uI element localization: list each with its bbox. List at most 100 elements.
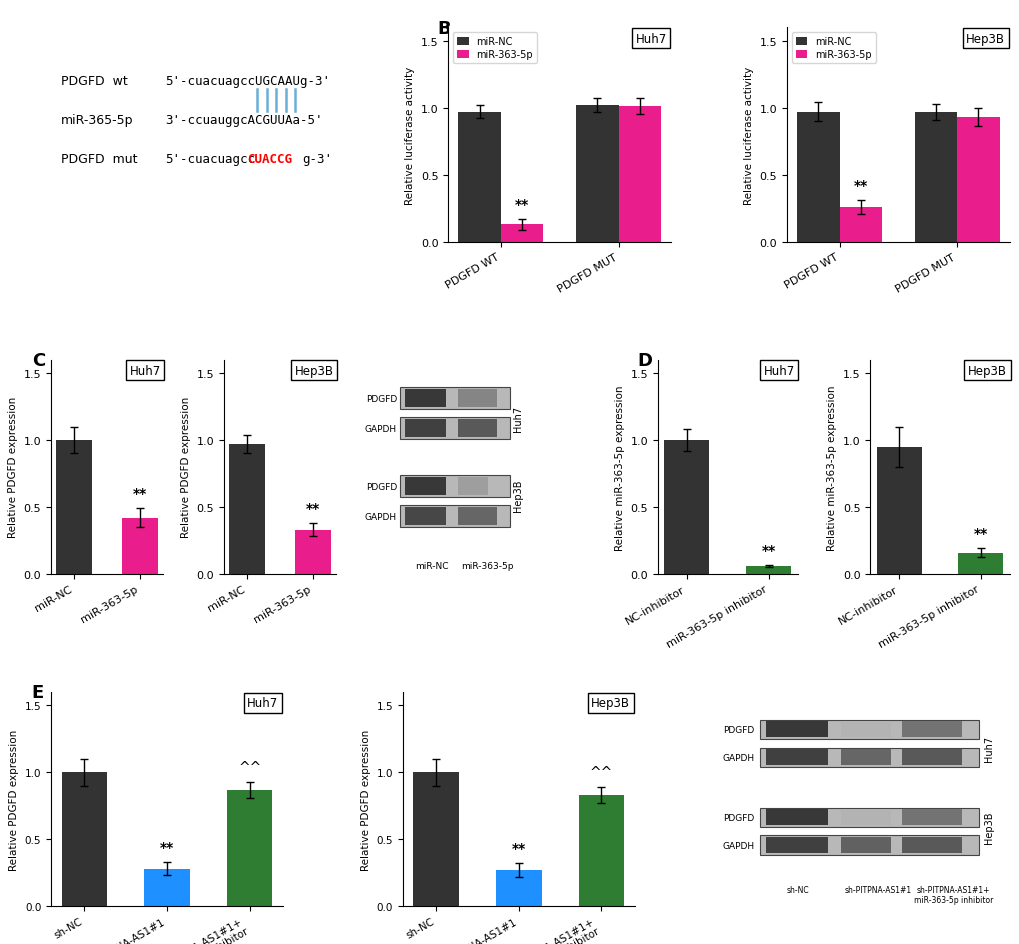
Bar [746, 566, 791, 574]
Y-axis label: Relative luciferase activity: Relative luciferase activity [405, 66, 415, 205]
Text: PDGFD: PDGFD [722, 813, 754, 822]
Text: ^^: ^^ [237, 760, 261, 774]
Text: **: ** [306, 501, 320, 515]
Text: Hep3B: Hep3B [294, 364, 333, 378]
FancyBboxPatch shape [902, 809, 961, 825]
Y-axis label: Relative PDGFD expression: Relative PDGFD expression [8, 396, 18, 538]
Bar [839, 208, 881, 243]
Legend: miR-NC, miR-363-5p: miR-NC, miR-363-5p [452, 33, 537, 64]
FancyBboxPatch shape [399, 476, 510, 497]
FancyBboxPatch shape [405, 478, 445, 496]
Bar [578, 795, 624, 906]
Text: g-3': g-3' [302, 152, 332, 165]
Bar [229, 445, 265, 574]
Text: miR-NC: miR-NC [415, 562, 448, 570]
Bar [61, 772, 107, 906]
Text: Huh7: Huh7 [247, 697, 278, 709]
Bar [458, 112, 500, 243]
Y-axis label: Relative miR-363-5p expression: Relative miR-363-5p expression [614, 384, 625, 550]
Text: **: ** [160, 840, 174, 854]
Text: miR-365-5p: miR-365-5p [60, 114, 132, 126]
Text: 5'-cuacuagccUGCAAUg-3': 5'-cuacuagccUGCAAUg-3' [165, 76, 330, 89]
Text: sh-PITPNA-AS1#1: sh-PITPNA-AS1#1 [844, 885, 911, 894]
Bar [56, 441, 92, 574]
Bar [495, 870, 541, 906]
Text: Hep3B: Hep3B [983, 811, 994, 843]
Text: **: ** [512, 841, 526, 855]
Y-axis label: Relative miR-363-5p expression: Relative miR-363-5p expression [826, 384, 837, 550]
FancyBboxPatch shape [759, 835, 978, 855]
FancyBboxPatch shape [458, 478, 488, 496]
Bar [121, 518, 158, 574]
FancyBboxPatch shape [765, 750, 827, 766]
Text: C: C [32, 352, 45, 370]
Text: **: ** [515, 197, 529, 211]
Text: GAPDH: GAPDH [721, 841, 754, 850]
FancyBboxPatch shape [902, 721, 961, 737]
Bar [796, 112, 839, 243]
Text: sh-NC: sh-NC [786, 885, 808, 894]
Text: E: E [32, 683, 44, 701]
FancyBboxPatch shape [458, 508, 496, 526]
FancyBboxPatch shape [902, 750, 961, 766]
Text: **: ** [761, 543, 775, 557]
Text: PDGFD: PDGFD [366, 482, 396, 491]
Text: D: D [636, 352, 651, 370]
FancyBboxPatch shape [765, 837, 827, 853]
Text: Huh7: Huh7 [635, 33, 666, 45]
Text: miR-363-5p: miR-363-5p [461, 562, 513, 570]
FancyBboxPatch shape [759, 808, 978, 827]
Text: Huh7: Huh7 [763, 364, 794, 378]
Text: GAPDH: GAPDH [365, 424, 396, 433]
Text: Huh7: Huh7 [129, 364, 161, 378]
FancyBboxPatch shape [405, 508, 445, 526]
Bar [663, 441, 709, 574]
FancyBboxPatch shape [399, 418, 510, 440]
Text: **: ** [853, 179, 867, 193]
Text: **: ** [132, 487, 147, 500]
Text: CUACCG: CUACCG [247, 152, 291, 165]
FancyBboxPatch shape [765, 809, 827, 825]
FancyBboxPatch shape [458, 420, 496, 438]
Text: GAPDH: GAPDH [721, 753, 754, 762]
Bar [618, 108, 660, 243]
Bar [958, 553, 1003, 574]
Y-axis label: Relative PDGFD expression: Relative PDGFD expression [9, 729, 19, 869]
Y-axis label: Relative PDGFD expression: Relative PDGFD expression [181, 396, 191, 538]
Bar [144, 868, 190, 906]
Bar [226, 790, 272, 906]
Bar [914, 112, 957, 243]
Legend: miR-NC, miR-363-5p: miR-NC, miR-363-5p [791, 33, 875, 64]
Text: Huh7: Huh7 [983, 734, 994, 761]
FancyBboxPatch shape [405, 420, 445, 438]
Y-axis label: Relative PDGFD expression: Relative PDGFD expression [361, 729, 371, 869]
Text: B: B [437, 20, 450, 38]
Text: Hep3B: Hep3B [967, 364, 1006, 378]
FancyBboxPatch shape [840, 809, 891, 825]
Text: Huh7: Huh7 [513, 405, 523, 431]
Text: PDGFD: PDGFD [366, 395, 396, 403]
Text: Hep3B: Hep3B [591, 697, 630, 709]
Text: ^^: ^^ [589, 766, 612, 779]
FancyBboxPatch shape [840, 721, 891, 737]
Bar [957, 118, 999, 243]
Bar [413, 772, 459, 906]
Bar [500, 225, 543, 243]
FancyBboxPatch shape [458, 390, 496, 408]
Y-axis label: Relative luciferase activity: Relative luciferase activity [744, 66, 753, 205]
Text: **: ** [973, 527, 987, 541]
FancyBboxPatch shape [399, 388, 510, 410]
FancyBboxPatch shape [902, 837, 961, 853]
Text: GAPDH: GAPDH [365, 512, 396, 521]
FancyBboxPatch shape [759, 748, 978, 767]
FancyBboxPatch shape [765, 721, 827, 737]
Text: 5'-cuacuagcc: 5'-cuacuagcc [165, 152, 256, 165]
Text: sh-PITPNA-AS1#1+
miR-363-5p inhibitor: sh-PITPNA-AS1#1+ miR-363-5p inhibitor [913, 885, 993, 904]
Bar [875, 447, 921, 574]
FancyBboxPatch shape [399, 506, 510, 528]
Bar [576, 106, 618, 243]
FancyBboxPatch shape [405, 390, 445, 408]
Text: PDGFD: PDGFD [722, 725, 754, 734]
Text: PDGFD  wt: PDGFD wt [60, 76, 127, 89]
FancyBboxPatch shape [840, 750, 891, 766]
